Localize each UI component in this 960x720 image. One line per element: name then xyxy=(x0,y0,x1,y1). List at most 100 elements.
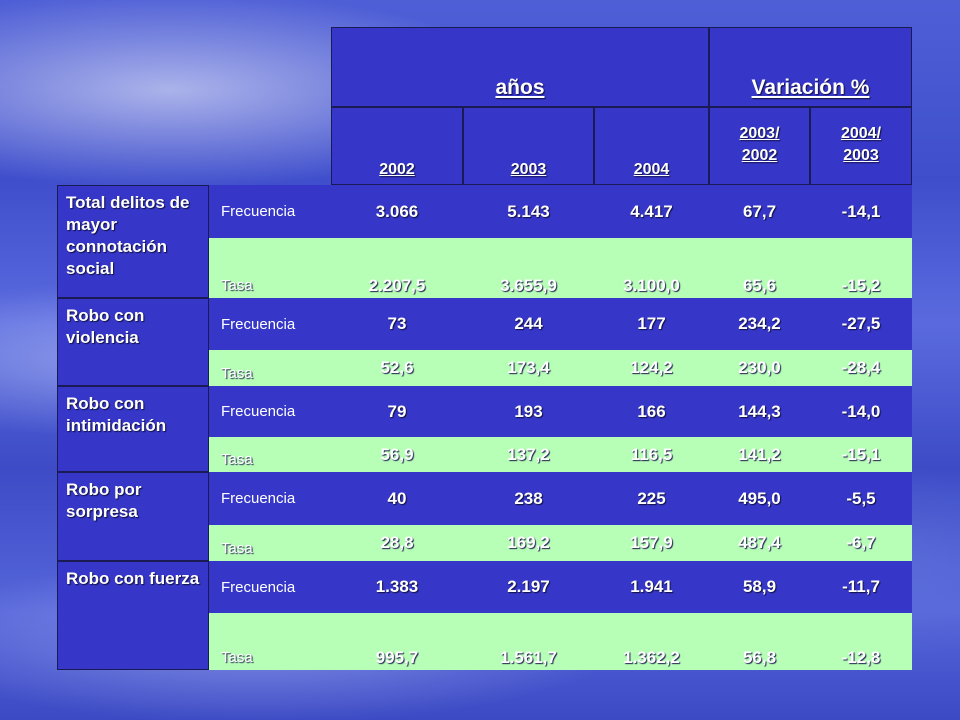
table-cell: 1.561,7 xyxy=(463,613,594,670)
table-cell: 238 xyxy=(463,472,594,525)
cell-value: 169,2 xyxy=(507,533,550,552)
row-type-label: Frecuencia xyxy=(221,403,296,420)
row-type-frecuencia: Frecuencia xyxy=(209,561,331,613)
cell-value: 244 xyxy=(514,314,543,333)
cell-value: 58,9 xyxy=(742,577,777,596)
table-cell: 1.362,2 xyxy=(594,613,709,670)
table-cell: 56,8 xyxy=(709,613,810,670)
cell-value: 28,8 xyxy=(380,533,414,552)
anos-header-label: años xyxy=(495,76,545,99)
table-cell: 65,6 xyxy=(709,238,810,298)
group-label-text: Robo con fuerza xyxy=(66,569,200,588)
cell-value: 1.561,7 xyxy=(500,648,557,667)
table-cell: 2.197 xyxy=(463,561,594,613)
cell-value: 141,2 xyxy=(738,444,781,464)
table-cell: -6,7 xyxy=(810,525,912,561)
year-header-label: 2002 xyxy=(379,161,415,178)
table-cell: 56,9 xyxy=(331,437,463,472)
table-cell: 157,9 xyxy=(594,525,709,561)
table-cell: -14,1 xyxy=(810,185,912,238)
table-cell: -15,1 xyxy=(810,437,912,472)
group-label-text: Robo por sorpresa xyxy=(66,480,142,521)
cell-value: 73 xyxy=(387,314,407,333)
variation-period-bottom: 2003 xyxy=(843,146,879,164)
cell-value: -15,1 xyxy=(841,444,881,464)
cell-value: -14,0 xyxy=(841,401,881,421)
table-cell: -12,8 xyxy=(810,613,912,670)
year-header: 2004 xyxy=(594,107,709,185)
table-cell: 225 xyxy=(594,472,709,525)
table-cell: 487,4 xyxy=(709,525,810,561)
table-cell: 67,7 xyxy=(709,185,810,238)
table-cell: 2.207,5 xyxy=(331,238,463,298)
variation-period-top: 2004/ xyxy=(840,124,882,142)
cell-value: 157,9 xyxy=(630,533,673,552)
table-cell: -5,5 xyxy=(810,472,912,525)
cell-value: 116,5 xyxy=(630,444,673,464)
table-cell: 166 xyxy=(594,386,709,437)
row-type-label: Frecuencia xyxy=(221,203,296,220)
cell-value: 67,7 xyxy=(742,201,777,221)
cell-value: 995,7 xyxy=(375,648,419,667)
cell-value: 225 xyxy=(637,488,666,508)
variacion-header-label: Variación % xyxy=(751,76,870,99)
row-type-tasa: Tasa xyxy=(209,613,331,670)
group-label-text: Robo con violencia xyxy=(66,306,145,347)
table-cell: 79 xyxy=(331,386,463,437)
group-label: Robo por sorpresa xyxy=(57,472,209,561)
cell-value: -12,8 xyxy=(841,648,881,667)
table-cell: 116,5 xyxy=(594,437,709,472)
cell-value: 144,3 xyxy=(738,401,781,421)
table-cell: 173,4 xyxy=(463,350,594,386)
row-type-label: Tasa xyxy=(221,540,253,557)
table-cell: 28,8 xyxy=(331,525,463,561)
cell-value: 40 xyxy=(387,488,407,508)
cell-value: 2.197 xyxy=(507,577,550,596)
cell-value: -15,2 xyxy=(841,276,881,295)
cell-value: 166 xyxy=(637,401,666,421)
table-cell: 3.655,9 xyxy=(463,238,594,298)
year-header-label: 2004 xyxy=(633,161,670,178)
table-cell: 144,3 xyxy=(709,386,810,437)
row-type-frecuencia: Frecuencia xyxy=(209,298,331,350)
row-type-label: Frecuencia xyxy=(221,578,296,596)
table-cell: 137,2 xyxy=(463,437,594,472)
row-type-label: Tasa xyxy=(221,277,253,294)
table-cell: 1.383 xyxy=(331,561,463,613)
table-cell: 193 xyxy=(463,386,594,437)
table-cell: 5.143 xyxy=(463,185,594,238)
variation-period-top: 2003/ xyxy=(739,124,780,142)
table-cell: 234,2 xyxy=(709,298,810,350)
table-cell: 73 xyxy=(331,298,463,350)
cell-value: 3.066 xyxy=(375,201,419,221)
year-header-label: 2003 xyxy=(510,161,547,178)
row-type-tasa: Tasa xyxy=(209,525,331,561)
row-type-tasa: Tasa xyxy=(209,437,331,472)
row-type-frecuencia: Frecuencia xyxy=(209,386,331,437)
cell-value: -6,7 xyxy=(846,533,876,552)
cell-value: 173,4 xyxy=(507,358,550,377)
cell-value: 177 xyxy=(637,314,666,333)
table-cell: 40 xyxy=(331,472,463,525)
cell-value: 193 xyxy=(514,401,543,421)
cell-value: 79 xyxy=(387,401,407,421)
row-type-frecuencia: Frecuencia xyxy=(209,185,331,238)
table-cell: 3.100,0 xyxy=(594,238,709,298)
group-label: Robo con fuerza xyxy=(57,561,209,670)
cell-value: 56,8 xyxy=(742,648,777,667)
row-type-frecuencia: Frecuencia xyxy=(209,472,331,525)
cell-value: 495,0 xyxy=(738,488,781,508)
cell-value: 487,4 xyxy=(738,533,781,552)
row-type-tasa: Tasa xyxy=(209,238,331,298)
table-cell: 124,2 xyxy=(594,350,709,386)
row-type-label: Tasa xyxy=(221,365,253,382)
cell-value: 5.143 xyxy=(507,201,550,221)
table-cell: -14,0 xyxy=(810,386,912,437)
anos-header: años xyxy=(331,27,709,107)
cell-value: 137,2 xyxy=(507,444,550,464)
table-cell: 495,0 xyxy=(709,472,810,525)
cell-value: 234,2 xyxy=(738,314,781,333)
table-cell: 230,0 xyxy=(709,350,810,386)
cell-value: 124,2 xyxy=(630,358,673,377)
group-label-text: Robo con intimidación xyxy=(66,394,167,435)
